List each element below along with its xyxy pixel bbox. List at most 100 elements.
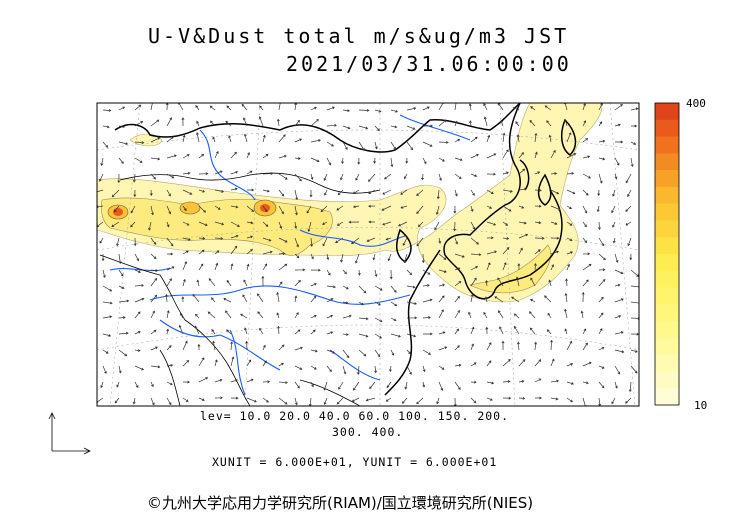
- wind-arrow: [134, 297, 145, 303]
- wind-arrow: [582, 138, 589, 143]
- wind-arrow: [374, 109, 382, 113]
- wind-arrow: [150, 346, 158, 351]
- wind-arrow: [454, 157, 463, 162]
- wind-arrow: [502, 189, 513, 193]
- wind-arrow: [310, 381, 314, 388]
- wind-arrow: [406, 316, 418, 320]
- wind-arrow: [483, 311, 488, 319]
- wind-arrow: [230, 187, 238, 191]
- wind-arrow: [566, 363, 574, 367]
- wind-arrow: [598, 346, 605, 351]
- wind-arrow: [294, 253, 300, 259]
- wind-arrow: [416, 237, 424, 247]
- wind-arrow: [262, 189, 270, 193]
- wind-arrow: [342, 125, 351, 130]
- wind-arrow: [438, 173, 442, 181]
- wind-arrow: [310, 365, 317, 370]
- wind-arrow: [278, 154, 287, 159]
- wind-arrow: [406, 269, 413, 276]
- wind-arrow: [134, 311, 141, 319]
- wind-arrow: [470, 380, 477, 384]
- wind-arrow: [564, 308, 568, 319]
- wind-arrow: [529, 311, 536, 319]
- wind-arrow: [196, 132, 200, 143]
- wind-arrow: [544, 105, 552, 111]
- wind-arrow: [516, 341, 520, 351]
- wind-arrow: [102, 365, 107, 375]
- wind-arrow: [566, 340, 573, 351]
- wind-arrow: [566, 381, 574, 385]
- wind-arrow: [148, 221, 152, 231]
- wind-arrow: [390, 157, 394, 168]
- wind-arrow: [195, 105, 200, 111]
- wind-arrow: [422, 283, 430, 287]
- wind-arrow: [182, 380, 190, 384]
- wind-arrow: [454, 173, 462, 180]
- wind-arrow: [118, 141, 129, 146]
- wind-arrow: [278, 134, 286, 143]
- wind-arrow: [102, 109, 112, 112]
- wind-arrow: [230, 245, 238, 255]
- wind-arrow: [336, 205, 344, 211]
- wind-arrow: [486, 250, 497, 255]
- wind-arrow: [358, 285, 367, 294]
- wind-arrow: [454, 189, 458, 197]
- wind-arrow: [198, 172, 209, 176]
- wind-arrow: [534, 249, 541, 255]
- wind-arrow: [470, 326, 475, 335]
- wind-arrow: [385, 397, 392, 402]
- wind-arrow: [614, 123, 621, 127]
- wind-arrow: [564, 119, 568, 127]
- wind-arrow: [102, 125, 110, 129]
- colorbar-max-label: 400: [686, 97, 706, 110]
- wind-arrow: [544, 295, 552, 303]
- wind-arrow: [342, 285, 349, 290]
- wind-arrow: [130, 205, 136, 214]
- wind-arrow: [198, 236, 206, 240]
- wind-arrow: [546, 329, 552, 335]
- wind-arrow: [246, 152, 250, 159]
- wind-arrow: [341, 157, 344, 165]
- wind-arrow: [470, 343, 474, 351]
- wind-arrow: [118, 316, 126, 319]
- wind-arrow: [166, 205, 172, 215]
- graticule: [97, 103, 639, 406]
- wind-arrow: [422, 124, 433, 128]
- wind-arrow: [614, 365, 621, 375]
- wind-arrow: [118, 253, 122, 265]
- wind-arrow: [150, 205, 154, 216]
- wind-arrow: [630, 365, 638, 374]
- wind-arrow: [374, 365, 378, 374]
- wind-arrow: [454, 363, 462, 367]
- wind-arrow: [342, 333, 349, 336]
- wind-arrow: [548, 279, 552, 287]
- wind-arrow: [438, 253, 447, 260]
- wind-arrow: [150, 294, 158, 303]
- wind-arrow: [134, 331, 141, 335]
- wind-arrow: [614, 298, 624, 303]
- wind-arrow: [214, 262, 219, 271]
- wind-arrow: [246, 378, 254, 383]
- wind-arrow: [374, 317, 383, 323]
- wind-arrow: [246, 170, 253, 175]
- wind-arrow: [534, 236, 545, 240]
- wind-arrow: [246, 359, 252, 367]
- wind-arrow: [547, 312, 552, 319]
- wind-arrow: [294, 103, 298, 111]
- wind-arrow: [133, 237, 137, 247]
- colorbar-swatch: [655, 371, 679, 389]
- wind-arrow: [454, 237, 459, 245]
- wind-arrow: [278, 205, 284, 215]
- wind-arrow: [166, 136, 174, 143]
- wind-arrow: [468, 103, 472, 111]
- wind-arrow: [512, 106, 520, 111]
- colorbar-swatch: [655, 237, 679, 255]
- wind-arrow: [454, 138, 461, 143]
- wind-arrow: [470, 397, 477, 404]
- dust-plume: [97, 103, 603, 303]
- wind-arrow: [294, 268, 306, 272]
- wind-arrow: [243, 279, 248, 287]
- wind-arrow: [198, 377, 209, 383]
- wind-arrow: [374, 285, 383, 291]
